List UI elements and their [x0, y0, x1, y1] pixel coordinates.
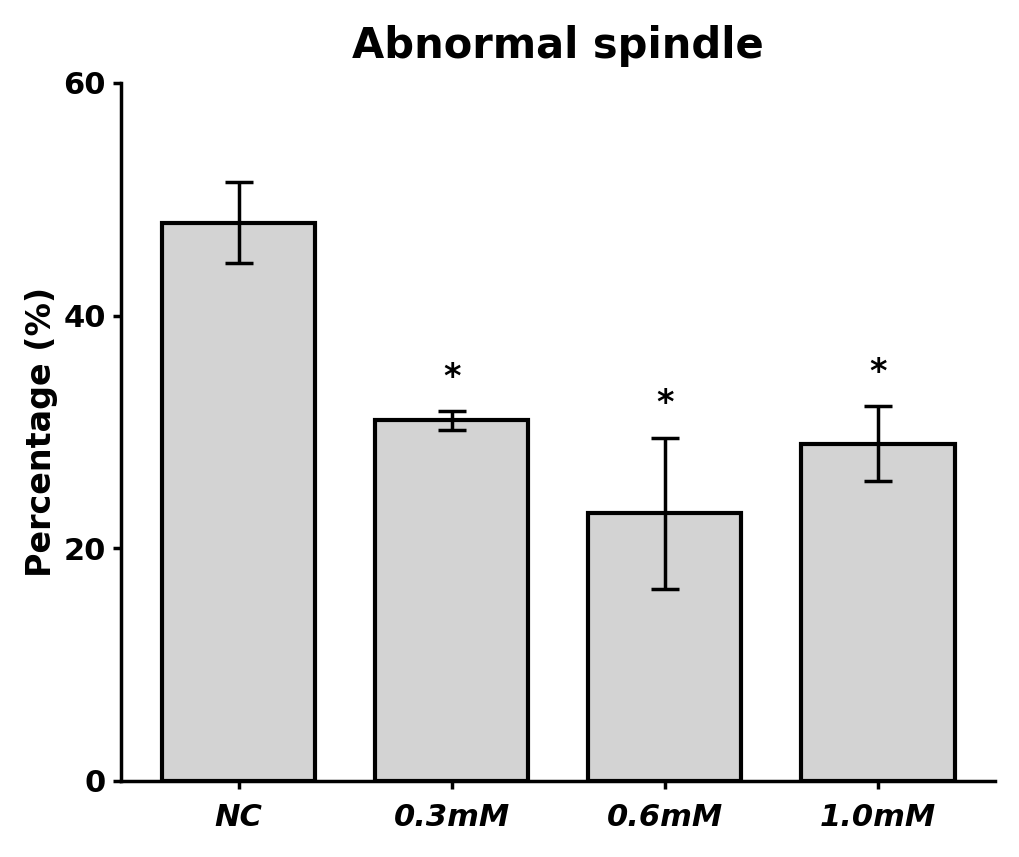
Y-axis label: Percentage (%): Percentage (%) — [25, 287, 58, 577]
Bar — [587, 513, 741, 781]
Bar — [162, 223, 315, 781]
Title: Abnormal spindle: Abnormal spindle — [352, 25, 763, 67]
Text: *: * — [442, 361, 460, 393]
Text: *: * — [868, 356, 886, 389]
Bar — [375, 420, 528, 781]
Text: *: * — [655, 387, 673, 420]
Bar — [800, 444, 954, 781]
